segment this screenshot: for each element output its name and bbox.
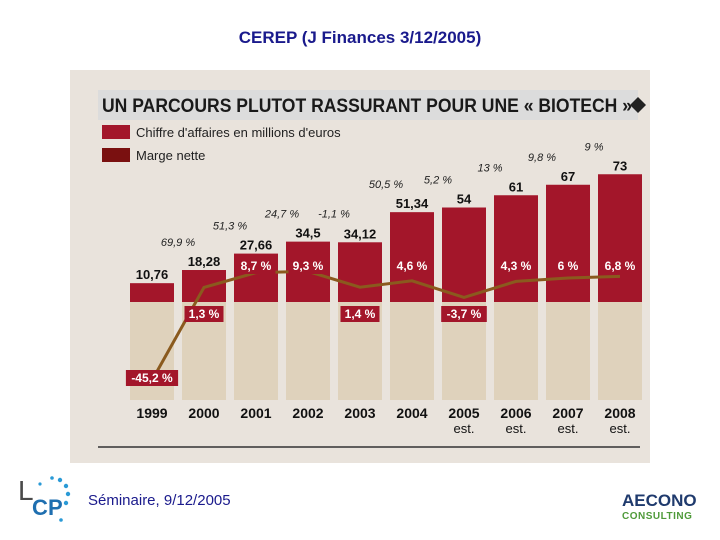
growth-label: 24,7 % (264, 209, 299, 221)
revenue-label: 10,76 (136, 267, 169, 282)
x-tick-label: 2006 (500, 405, 531, 421)
legend-label-revenue: Chiffre d'affaires en millions d'euros (136, 125, 341, 140)
revenue-bar (598, 174, 642, 302)
x-tick-label: 2008 (604, 405, 635, 421)
margin-label-box (600, 258, 640, 274)
margin-label-box (496, 258, 536, 274)
growth-label: 50,5 % (369, 179, 403, 191)
growth-label: 9 % (585, 141, 604, 153)
growth-label: 51,3 % (213, 221, 247, 233)
slide-title: CEREP (J Finances 3/12/2005) (238, 28, 482, 47)
lcp-logo: L C P (18, 475, 71, 522)
revenue-label: 18,28 (188, 254, 221, 269)
margin-label: 4,6 % (397, 259, 428, 273)
margin-label-box (236, 258, 276, 274)
margin-label: -3,7 % (447, 307, 482, 321)
margin-label-box (288, 258, 328, 274)
legend-label-margin: Marge nette (136, 148, 205, 163)
growth-label: 13 % (477, 162, 502, 174)
growth-label: 9,8 % (528, 152, 556, 164)
revenue-label: 61 (509, 179, 523, 194)
growth-label: -1,1 % (318, 209, 350, 221)
chart-title: UN PARCOURS PLUTOT RASSURANT POUR UNE « … (102, 96, 632, 117)
margin-label-box (392, 258, 432, 274)
x-tick-label: 1999 (136, 405, 167, 421)
footer-text: Séminaire, 9/12/2005 (88, 492, 231, 509)
x-tick-label: 2002 (292, 405, 323, 421)
x-tick-label: 2003 (344, 405, 375, 421)
revenue-label: 27,66 (240, 238, 273, 253)
margin-label-box (441, 306, 487, 322)
column-shade (598, 302, 642, 400)
x-tick-label: 2000 (188, 405, 219, 421)
margin-label-box (125, 370, 179, 386)
x-tick-label: 2007 (552, 405, 583, 421)
aecono-logo-line1: AECONO (622, 491, 697, 510)
column-shade (390, 302, 434, 400)
x-tick-sublabel: est. (610, 421, 631, 436)
x-tick-label: 2001 (240, 405, 271, 421)
chart-title-bar (98, 90, 638, 120)
column-shade (546, 302, 590, 400)
newspaper-clipping: UN PARCOURS PLUTOT RASSURANT POUR UNE « … (70, 70, 650, 463)
legend-swatch-margin (102, 148, 130, 162)
column-shade (286, 302, 330, 400)
column-shade (234, 302, 278, 400)
svg-text:C: C (32, 495, 48, 520)
margin-label-box (555, 258, 581, 274)
aecono-logo-line2: CONSULTING (622, 511, 692, 522)
legend-swatch-revenue (102, 125, 130, 139)
growth-label: 5,2 % (424, 175, 452, 187)
revenue-bar (390, 212, 434, 302)
margin-label: 6 % (558, 259, 579, 273)
x-tick-label: 2005 (448, 405, 479, 421)
growth-label: 69,9 % (161, 237, 195, 249)
margin-label-box (184, 306, 224, 322)
x-tick-sublabel: est. (558, 421, 579, 436)
revenue-bar (494, 195, 538, 302)
svg-text:P: P (48, 495, 63, 520)
title-diamond-icon (630, 97, 646, 113)
x-tick-label: 2004 (396, 405, 427, 421)
revenue-bar (546, 184, 590, 302)
revenue-label: 67 (561, 169, 575, 184)
column-shade (494, 302, 538, 400)
revenue-label: 34,12 (344, 226, 377, 241)
x-tick-sublabel: est. (506, 421, 527, 436)
svg-text:L: L (18, 475, 34, 506)
revenue-label: 54 (457, 192, 472, 207)
revenue-label: 73 (613, 158, 627, 173)
revenue-bar (130, 283, 174, 302)
margin-label: 1,3 % (189, 307, 220, 321)
revenue-bar (442, 207, 486, 302)
margin-label: 1,4 % (345, 307, 376, 321)
margin-label: 6,8 % (605, 259, 636, 273)
x-tick-sublabel: est. (454, 421, 475, 436)
margin-label: 4,3 % (501, 259, 532, 273)
revenue-bar (338, 242, 382, 302)
revenue-label: 34,5 (295, 226, 320, 241)
margin-label: 8,7 % (241, 259, 272, 273)
margin-label: 9,3 % (293, 259, 324, 273)
revenue-label: 51,34 (396, 196, 429, 211)
margin-label: -45,2 % (131, 371, 173, 385)
aecono-logo: AECONO CONSULTING (622, 491, 697, 522)
margin-line (150, 269, 621, 382)
margin-label-box (340, 306, 380, 322)
chart: UN PARCOURS PLUTOT RASSURANT POUR UNE « … (70, 70, 650, 463)
